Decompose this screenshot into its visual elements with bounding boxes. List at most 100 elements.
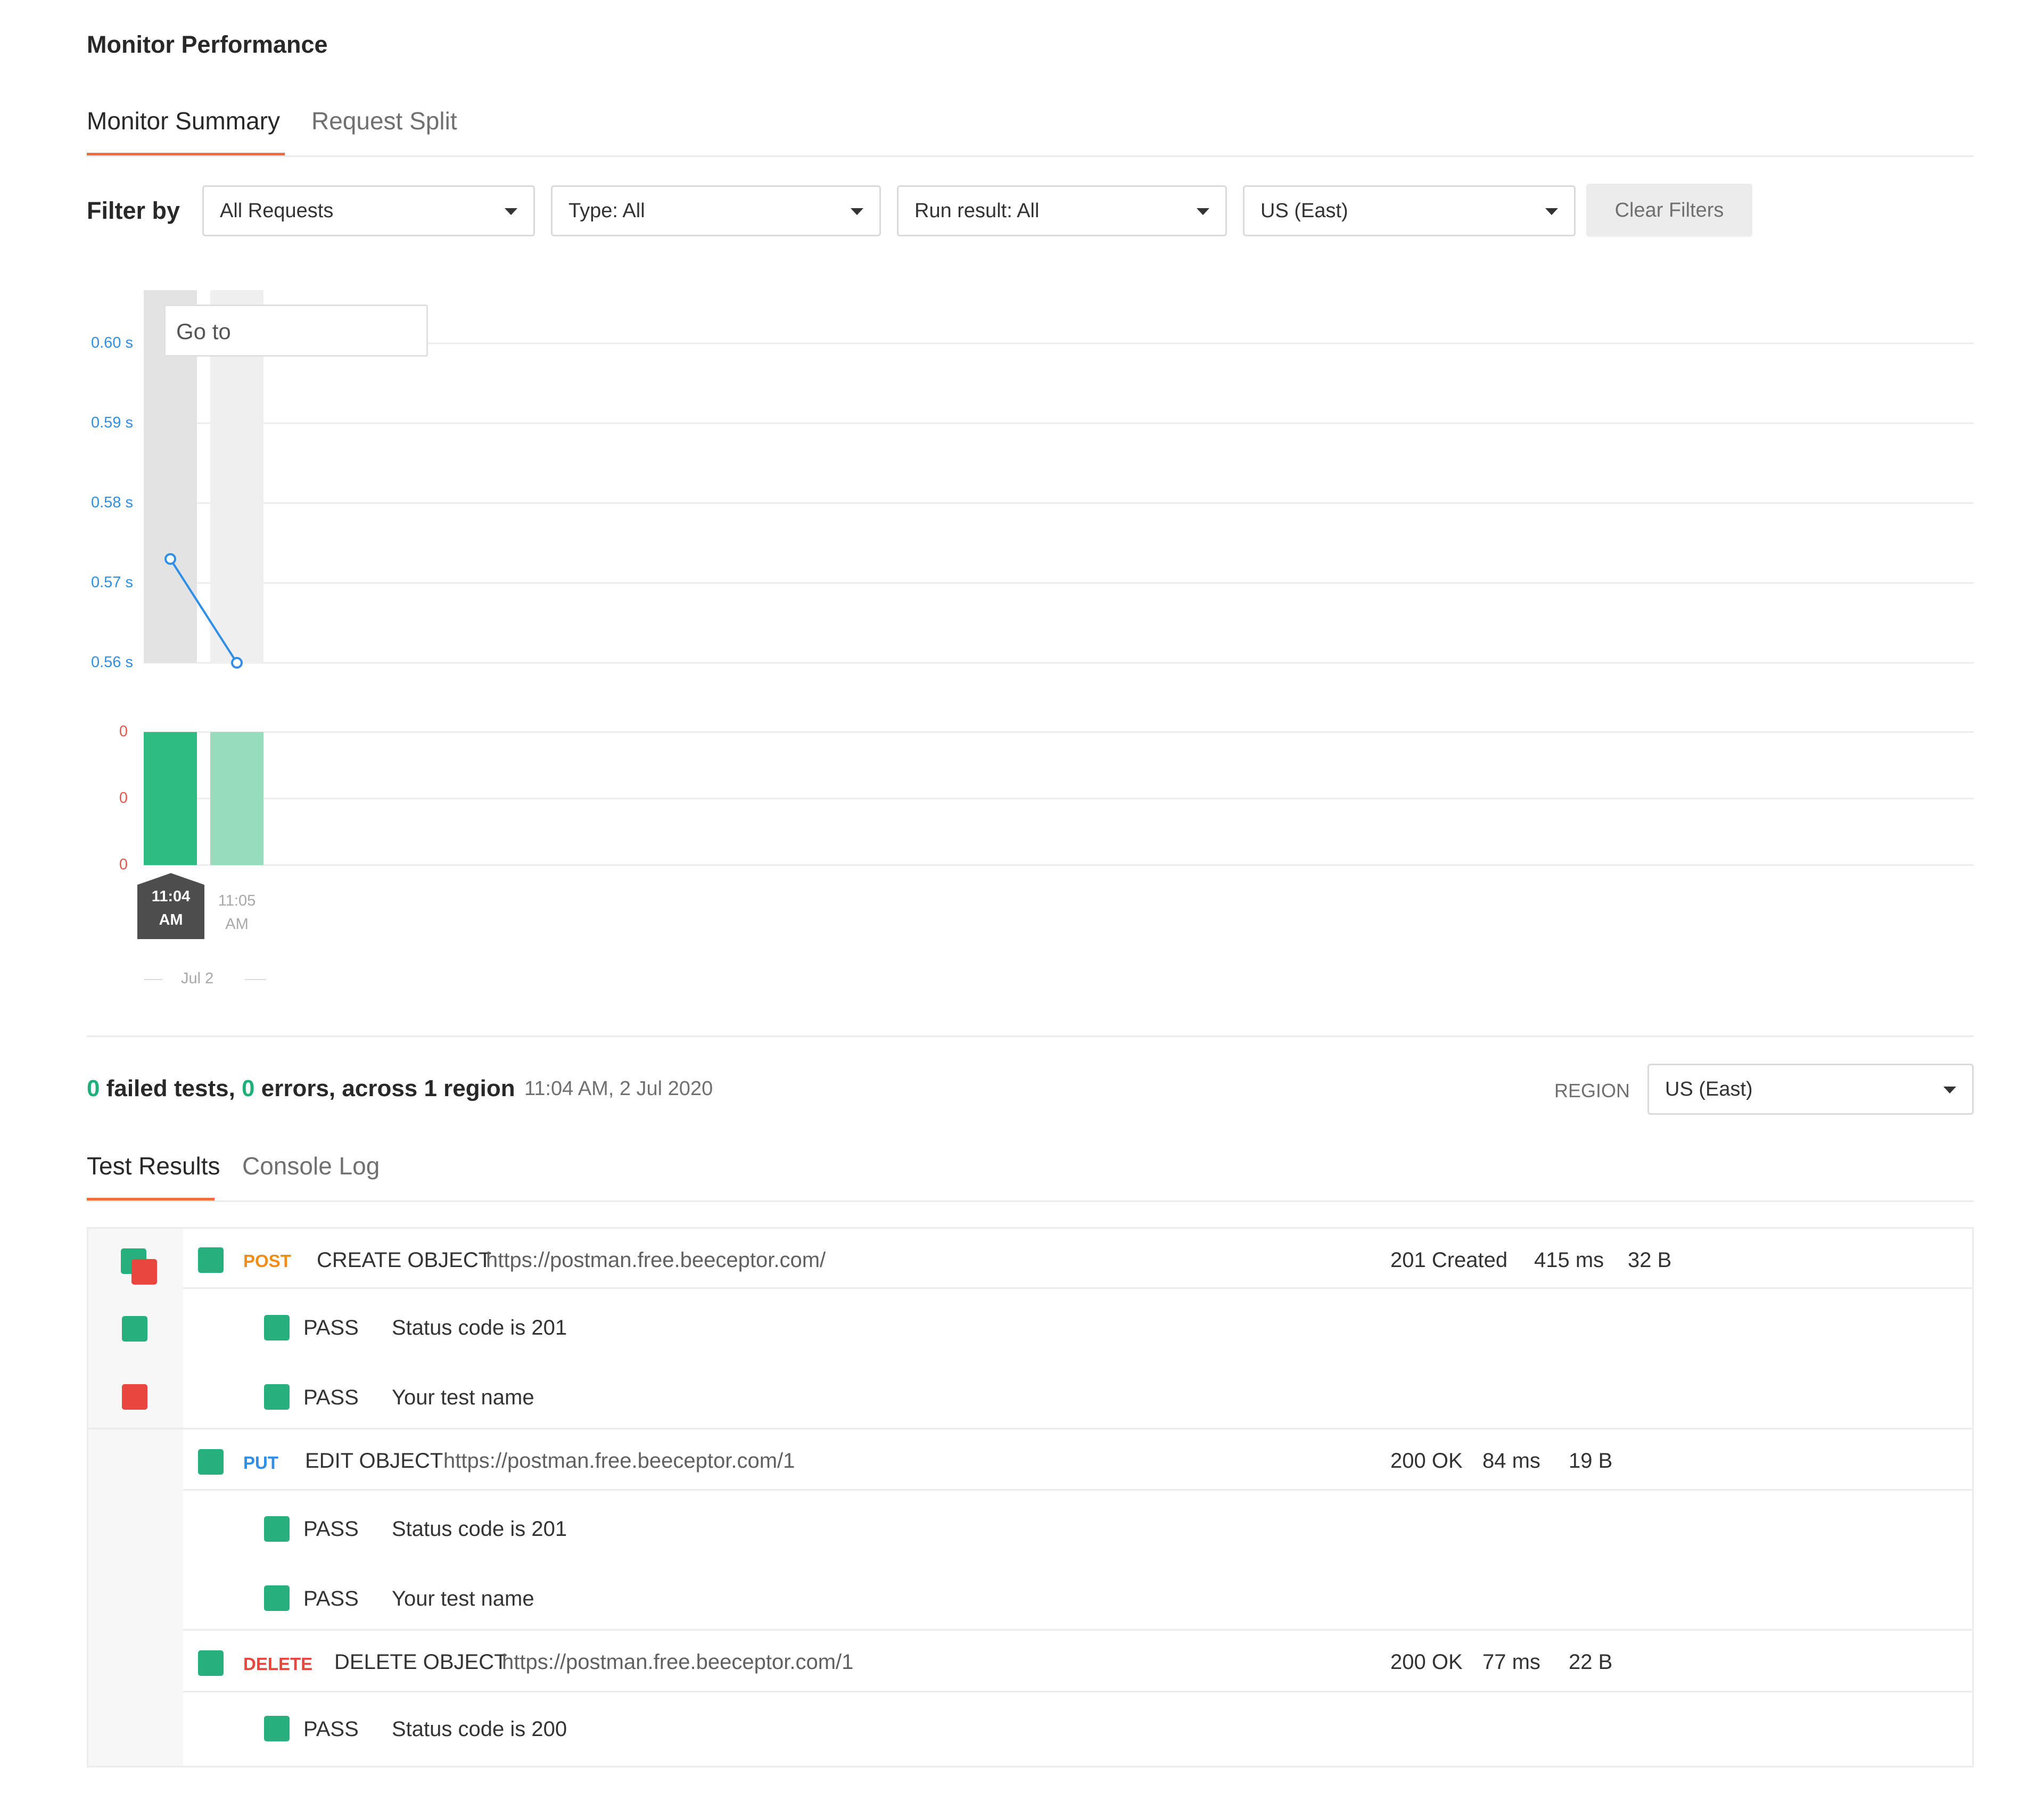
response-time: 84 ms bbox=[1482, 1449, 1540, 1473]
request-url: https://postman.free.beeceptor.com/1 bbox=[502, 1650, 854, 1674]
y-tick-label: 0.60 s bbox=[91, 334, 133, 351]
date-label: Jul 2 bbox=[181, 970, 214, 987]
request-url: https://postman.free.beeceptor.com/1 bbox=[443, 1449, 795, 1473]
row-divider bbox=[183, 1691, 1972, 1692]
x-tick-selected[interactable]: 11:04 AM bbox=[137, 873, 204, 939]
chevron-down-icon bbox=[1943, 1087, 1956, 1093]
fail-status-icon bbox=[131, 1259, 157, 1285]
errors-label: errors, across 1 region bbox=[254, 1075, 515, 1101]
response-size: 22 B bbox=[1569, 1650, 1613, 1674]
row-divider bbox=[183, 1629, 1972, 1631]
test-pass-icon bbox=[264, 1716, 290, 1741]
test-name: Status code is 201 bbox=[392, 1517, 567, 1541]
request-name: EDIT OBJECT bbox=[305, 1449, 443, 1473]
run-bar[interactable] bbox=[144, 732, 197, 865]
response-size: 32 B bbox=[1628, 1248, 1672, 1272]
request-status-icon bbox=[198, 1247, 224, 1273]
goto-placeholder: Go to bbox=[176, 319, 231, 344]
chevron-down-icon bbox=[1197, 208, 1209, 215]
request-url: https://postman.free.beeceptor.com/ bbox=[486, 1248, 826, 1272]
page-title: Monitor Performance bbox=[87, 31, 328, 58]
goto-input[interactable]: Go to bbox=[164, 305, 428, 357]
pass-filter-icon[interactable] bbox=[122, 1316, 147, 1342]
failed-label: failed tests, bbox=[100, 1075, 242, 1101]
run-result-filter-value: Run result: All bbox=[914, 200, 1040, 222]
chart-divider bbox=[87, 1035, 1974, 1037]
region-select[interactable]: US (East) bbox=[1647, 1064, 1974, 1115]
chevron-down-icon bbox=[505, 208, 517, 215]
response-time: 77 ms bbox=[1482, 1650, 1540, 1674]
active-tab-indicator bbox=[87, 1198, 215, 1201]
response-status: 200 OK bbox=[1390, 1449, 1463, 1473]
type-filter-value: Type: All bbox=[568, 200, 645, 222]
test-result: PASS bbox=[303, 1517, 359, 1541]
row-divider bbox=[88, 1428, 1972, 1429]
tab-monitor-summary[interactable]: Monitor Summary bbox=[87, 107, 280, 135]
request-name: DELETE OBJECT bbox=[334, 1650, 507, 1674]
response-time-point[interactable] bbox=[164, 553, 176, 565]
y-tick-label: 0.59 s bbox=[91, 414, 133, 431]
x-tick-label: 11:04 bbox=[151, 888, 191, 905]
test-name: Status code is 201 bbox=[392, 1316, 567, 1339]
chart-gridlines bbox=[144, 342, 1974, 866]
test-name: Your test name bbox=[392, 1386, 534, 1409]
test-pass-icon bbox=[264, 1384, 290, 1410]
row-divider bbox=[183, 1489, 1972, 1491]
test-result: PASS bbox=[303, 1386, 359, 1409]
tabs-divider bbox=[87, 1200, 1974, 1202]
y-tick-label: 0 bbox=[119, 790, 128, 807]
region-label: REGION bbox=[1554, 1080, 1630, 1101]
requests-filter-value: All Requests bbox=[220, 200, 334, 222]
x-tick-1105[interactable]: 11:05 AM bbox=[202, 889, 271, 936]
y-tick-label: 0.58 s bbox=[91, 494, 133, 511]
response-status: 200 OK bbox=[1390, 1650, 1463, 1674]
test-result: PASS bbox=[303, 1316, 359, 1339]
errors-count: 0 bbox=[242, 1075, 255, 1101]
requests-filter-select[interactable]: All Requests bbox=[202, 185, 535, 236]
request-method: PUT bbox=[243, 1453, 278, 1473]
tab-request-split[interactable]: Request Split bbox=[311, 107, 457, 135]
request-method: DELETE bbox=[243, 1654, 313, 1674]
chevron-down-icon bbox=[1545, 208, 1558, 215]
request-status-icon bbox=[198, 1650, 224, 1676]
type-filter-select[interactable]: Type: All bbox=[551, 185, 881, 236]
y-tick-label: 0.56 s bbox=[91, 654, 133, 671]
request-method: POST bbox=[243, 1251, 291, 1271]
x-tick-label: AM bbox=[225, 916, 249, 933]
test-pass-icon bbox=[264, 1585, 290, 1611]
y-tick-label: 0 bbox=[119, 856, 128, 873]
tab-test-results[interactable]: Test Results bbox=[87, 1152, 220, 1180]
region-select-value: US (East) bbox=[1665, 1078, 1753, 1100]
test-pass-icon bbox=[264, 1516, 290, 1542]
results-status-column bbox=[88, 1229, 183, 1766]
clear-filters-button[interactable]: Clear Filters bbox=[1586, 184, 1752, 237]
x-tick-label: AM bbox=[159, 911, 183, 928]
active-tab-indicator bbox=[87, 153, 285, 156]
run-bar[interactable] bbox=[210, 732, 263, 865]
test-result: PASS bbox=[303, 1717, 359, 1741]
response-time-point[interactable] bbox=[231, 657, 243, 669]
x-tick-label: 11:05 bbox=[218, 892, 256, 909]
chevron-down-icon bbox=[851, 208, 863, 215]
tab-console-log[interactable]: Console Log bbox=[242, 1152, 380, 1180]
response-size: 19 B bbox=[1569, 1449, 1613, 1473]
request-status-icon bbox=[198, 1449, 224, 1475]
test-name: Your test name bbox=[392, 1587, 534, 1610]
region-filter-select[interactable]: US (East) bbox=[1243, 185, 1576, 236]
row-divider bbox=[183, 1287, 1972, 1289]
filter-by-label: Filter by bbox=[87, 197, 180, 224]
test-pass-icon bbox=[264, 1315, 290, 1341]
request-name: CREATE OBJECT bbox=[317, 1248, 492, 1272]
test-name: Status code is 200 bbox=[392, 1717, 567, 1741]
fail-filter-icon[interactable] bbox=[122, 1384, 147, 1410]
run-timestamp: 11:04 AM, 2 Jul 2020 bbox=[524, 1078, 713, 1100]
run-result-filter-select[interactable]: Run result: All bbox=[897, 185, 1227, 236]
response-time-line bbox=[169, 558, 238, 664]
y-tick-label: 0.57 s bbox=[91, 574, 133, 591]
tabs-divider bbox=[87, 155, 1974, 157]
y-tick-label: 0 bbox=[119, 723, 128, 740]
test-results-table bbox=[87, 1227, 1974, 1767]
response-status: 201 Created bbox=[1390, 1248, 1508, 1272]
region-filter-value: US (East) bbox=[1260, 200, 1348, 222]
run-summary: 0 failed tests, 0 errors, across 1 regio… bbox=[87, 1075, 515, 1102]
